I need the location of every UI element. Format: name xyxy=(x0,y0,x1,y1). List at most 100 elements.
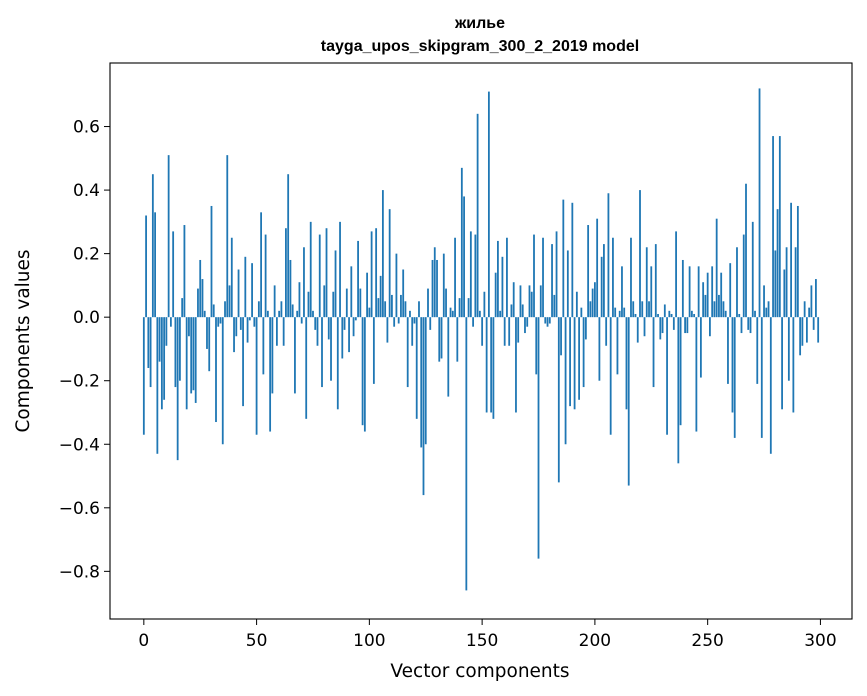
bar xyxy=(803,301,806,318)
x-tick-label: 0 xyxy=(138,631,149,651)
bar xyxy=(636,317,639,343)
bar xyxy=(330,317,332,381)
bar xyxy=(560,317,562,356)
bar xyxy=(188,317,190,337)
bar xyxy=(634,313,637,318)
y-tick-label: 0.0 xyxy=(73,308,100,328)
bar xyxy=(289,259,292,318)
bar xyxy=(332,291,335,318)
bar xyxy=(690,310,693,318)
bar xyxy=(386,317,389,343)
bar xyxy=(411,317,414,346)
y-tick-label: 0.6 xyxy=(73,118,100,138)
bar xyxy=(562,199,565,318)
bar xyxy=(454,237,456,318)
bar xyxy=(203,310,206,318)
bar xyxy=(704,294,707,318)
bar xyxy=(709,317,711,337)
bar xyxy=(179,317,181,381)
bar xyxy=(248,317,251,321)
bar xyxy=(765,307,768,318)
bar xyxy=(275,317,278,346)
bar xyxy=(323,285,326,318)
bar xyxy=(352,317,355,337)
bar xyxy=(616,317,619,375)
bar xyxy=(535,317,538,375)
bar xyxy=(228,285,231,318)
bar xyxy=(697,266,700,318)
bar xyxy=(282,317,285,346)
bar xyxy=(393,317,396,327)
bar xyxy=(494,272,497,318)
bar xyxy=(447,317,450,397)
bar xyxy=(379,275,382,318)
bar xyxy=(449,307,452,318)
bar xyxy=(167,155,170,318)
bar xyxy=(406,317,409,388)
bar xyxy=(485,317,488,413)
bar xyxy=(815,279,817,318)
bar xyxy=(345,288,348,318)
bar xyxy=(368,307,371,318)
bar xyxy=(774,250,777,318)
bar xyxy=(528,285,531,318)
bar xyxy=(156,317,159,454)
bar xyxy=(154,212,156,318)
bar xyxy=(377,298,380,318)
bar xyxy=(147,317,150,368)
bar xyxy=(169,317,172,327)
bar xyxy=(596,218,599,318)
bar xyxy=(145,215,147,318)
bar xyxy=(555,231,558,318)
bar xyxy=(515,317,517,413)
bar xyxy=(420,317,423,448)
bar xyxy=(391,294,393,318)
bar xyxy=(799,317,802,356)
bars-group xyxy=(142,88,820,591)
bar xyxy=(763,285,765,318)
bar xyxy=(677,317,680,464)
bar xyxy=(176,317,179,461)
bar xyxy=(512,282,515,318)
bar xyxy=(769,317,772,454)
x-tick-label: 150 xyxy=(466,631,498,651)
bar xyxy=(233,317,235,353)
bar xyxy=(578,317,580,400)
bar xyxy=(307,291,310,318)
bar xyxy=(654,244,657,318)
bar xyxy=(359,288,362,318)
bar xyxy=(343,317,346,330)
bar xyxy=(792,317,795,413)
bar xyxy=(625,317,628,410)
bar xyxy=(733,317,736,438)
bar xyxy=(729,263,732,318)
bar xyxy=(151,174,154,318)
bar xyxy=(212,304,215,318)
bar xyxy=(645,247,648,318)
bar xyxy=(354,317,357,321)
bar xyxy=(519,285,522,318)
bar xyxy=(742,234,745,318)
bar xyxy=(199,259,202,318)
bar xyxy=(533,234,535,318)
bar xyxy=(255,317,258,435)
bar xyxy=(397,317,400,324)
bar xyxy=(415,317,418,419)
bar xyxy=(172,231,175,318)
bar xyxy=(783,269,786,318)
x-axis-ticks: 0 50 100 150 200 250 300 xyxy=(138,619,837,651)
bar xyxy=(235,317,238,337)
bar xyxy=(722,301,725,318)
bar xyxy=(190,317,193,394)
bar xyxy=(467,298,470,318)
bar xyxy=(702,282,705,318)
bar xyxy=(260,212,262,318)
bar xyxy=(539,285,542,318)
bar xyxy=(269,317,272,432)
bar xyxy=(429,317,432,330)
y-tick-label: −0.8 xyxy=(59,562,100,582)
bar xyxy=(808,307,811,318)
bar xyxy=(251,263,253,318)
bar xyxy=(381,190,384,318)
bar xyxy=(372,317,375,384)
